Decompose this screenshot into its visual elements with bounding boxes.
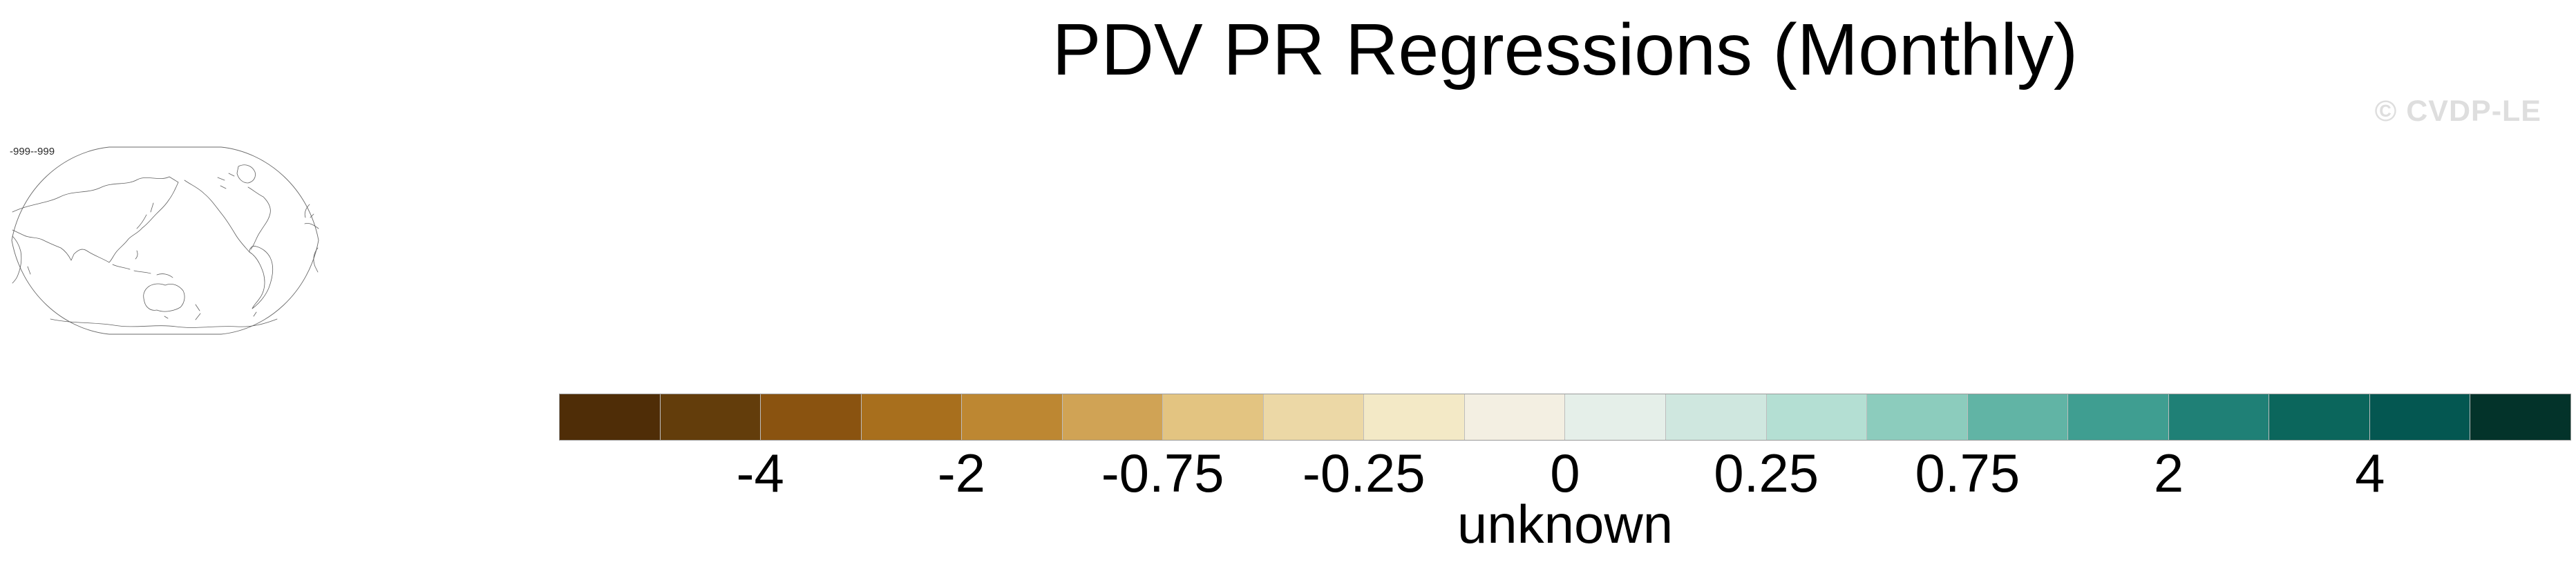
colorbar-tick-label: -4: [736, 443, 784, 503]
map-projection-outline: [11, 146, 319, 335]
cvdp-watermark: © CVDP-LE: [2374, 95, 2541, 128]
colorbar-box-14: [1867, 394, 1968, 440]
map-data-range-label: -999--999: [10, 146, 55, 157]
colorbar-box-1: [560, 394, 661, 440]
colorbar-tick-row: -4 -2 -0.75 -0.25 0 0.25 0.75 2 4: [559, 446, 2571, 501]
colorbar-box-19: [2369, 394, 2471, 440]
colorbar: [559, 394, 2571, 441]
coastline-africa-west-edge: [12, 235, 31, 284]
colorbar-box-7: [1163, 394, 1264, 440]
colorbar-box-16: [2068, 394, 2169, 440]
colorbar-tick-label: -2: [937, 443, 986, 503]
colorbar-box-13: [1766, 394, 1868, 440]
colorbar-box-2: [660, 394, 761, 440]
colorbar-tick-label: 4: [2355, 443, 2385, 503]
coastline-north-america: [184, 180, 271, 253]
colorbar-tick-label: -0.25: [1302, 443, 1426, 503]
coastline-europe: [304, 204, 319, 229]
colorbar-box-20: [2470, 394, 2570, 440]
colorbar-box-12: [1666, 394, 1767, 440]
colorbar-box-5: [962, 394, 1063, 440]
colorbar-tick-label: 0: [1550, 443, 1580, 503]
colorbar-box-9: [1364, 394, 1465, 440]
colorbar-units-label: unknown: [1457, 494, 1674, 554]
page-title: PDV PR Regressions (Monthly): [1052, 9, 2078, 90]
colorbar-box-18: [2269, 394, 2370, 440]
coastline-new-zealand: [195, 304, 201, 320]
coastline-africa-east-edge: [313, 247, 319, 273]
colorbar-box-6: [1062, 394, 1164, 440]
colorbar-tick-label: -0.75: [1101, 443, 1224, 503]
coastline-antarctica: [50, 311, 278, 328]
colorbar-box-4: [861, 394, 963, 440]
colorbar-tick-label: 0.25: [1714, 443, 1819, 503]
coastline-australia: [143, 283, 185, 319]
coastline-indonesia: [112, 264, 173, 278]
colorbar-box-11: [1565, 394, 1667, 440]
colorbar-box-8: [1263, 394, 1365, 440]
coastline-japan: [136, 202, 154, 229]
world-map-thumbnail: [11, 146, 319, 335]
colorbar-box-3: [761, 394, 862, 440]
coastline-greenland: [236, 164, 256, 184]
colorbar-tick-label: 2: [2153, 443, 2184, 503]
coastline-eurasia: [12, 176, 179, 263]
colorbar-box-15: [1967, 394, 2069, 440]
colorbar-box-10: [1464, 394, 1566, 440]
colorbar-box-17: [2168, 394, 2270, 440]
colorbar-tick-label: 0.75: [1915, 443, 2020, 503]
coastline-south-america: [249, 246, 273, 309]
coastline-arctic-islands: [217, 173, 235, 189]
coastline-philippines: [135, 250, 138, 260]
